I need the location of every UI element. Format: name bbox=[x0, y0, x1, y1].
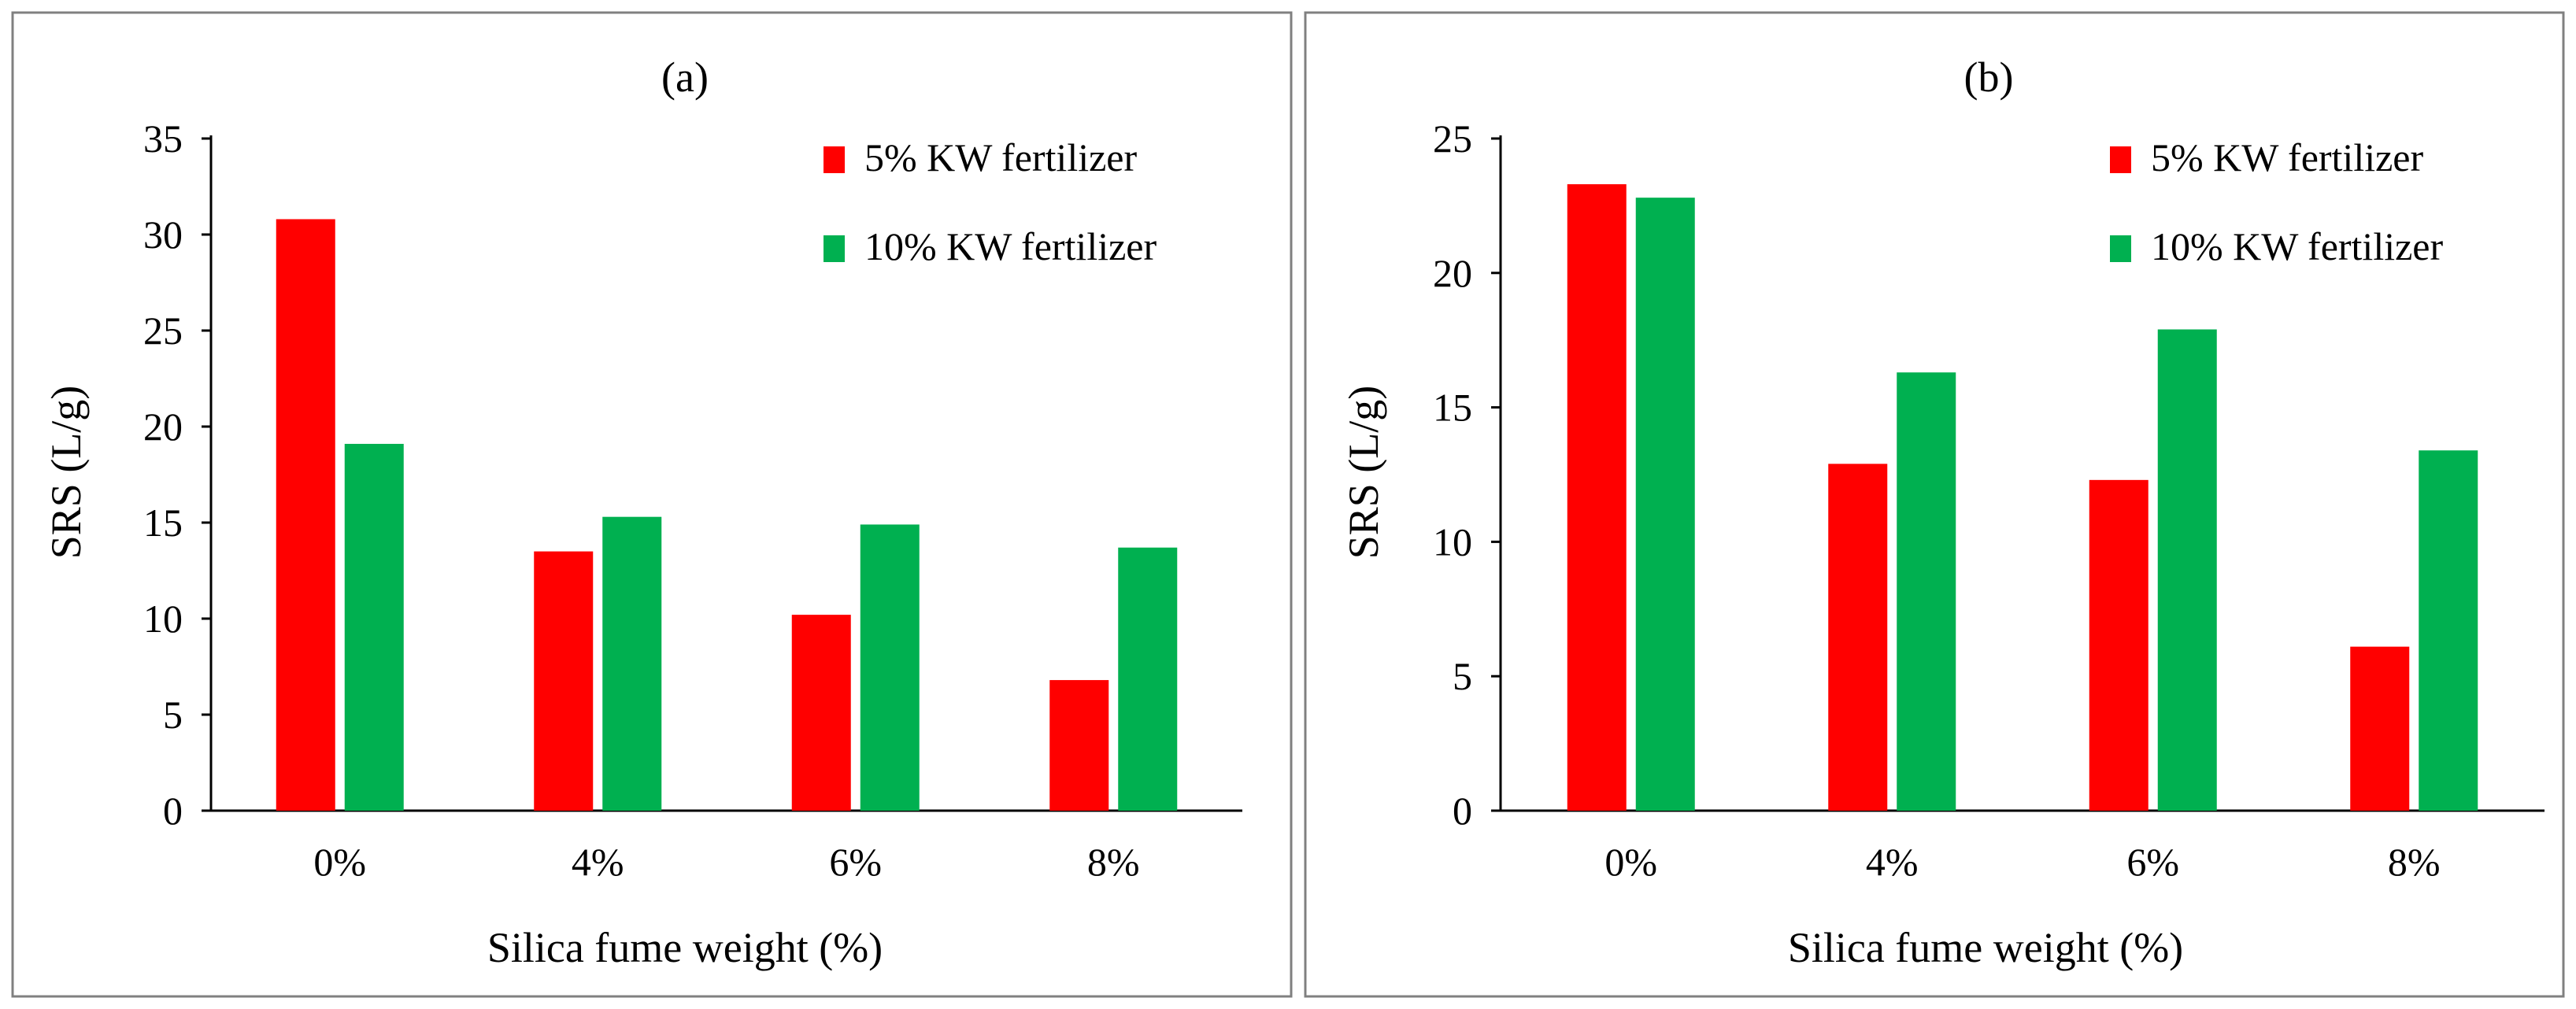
legend-label: 10% KW fertilizer bbox=[864, 224, 1157, 268]
legend-label: 5% KW fertilizer bbox=[2151, 135, 2423, 179]
bar-series1-0pct bbox=[276, 219, 335, 811]
bar-series2-4pct bbox=[602, 516, 662, 811]
bar-series1-6pct bbox=[2089, 479, 2149, 811]
x-tick-label: 0% bbox=[1604, 840, 1657, 884]
y-tick-label: 10 bbox=[1433, 519, 1472, 564]
bar-series2-8pct bbox=[2419, 450, 2478, 811]
y-tick-label: 35 bbox=[143, 116, 183, 161]
y-tick-label: 5 bbox=[163, 693, 183, 737]
bar-series2-6pct bbox=[2157, 329, 2217, 811]
y-tick-label: 20 bbox=[1433, 251, 1472, 295]
bar-series1-4pct bbox=[534, 551, 594, 811]
x-tick-label: 6% bbox=[829, 840, 882, 884]
legend: 5% KW fertilizer 10% KW fertilizer bbox=[824, 135, 1157, 268]
x-axis-title: Silica fume weight (%) bbox=[1788, 924, 2183, 971]
y-tick-label: 20 bbox=[143, 405, 183, 449]
y-tick-label: 5 bbox=[1453, 654, 1472, 698]
y-axis-title: SRS (L/g) bbox=[43, 386, 90, 560]
y-tick-label: 15 bbox=[1433, 386, 1472, 430]
bar-series2-4pct bbox=[1897, 372, 1956, 811]
y-tick-label: 0 bbox=[1453, 789, 1472, 833]
bar-series1-4pct bbox=[1828, 464, 1888, 811]
y-tick-label: 15 bbox=[143, 501, 183, 545]
legend-swatch bbox=[2110, 235, 2131, 262]
bar-series1-8pct bbox=[1049, 680, 1109, 811]
x-tick-label: 8% bbox=[1087, 840, 1140, 884]
bar-series1-0pct bbox=[1567, 184, 1627, 811]
legend-swatch bbox=[824, 146, 845, 173]
chart-title: (a) bbox=[661, 54, 709, 101]
y-tick-label: 25 bbox=[143, 309, 183, 353]
x-tick-label: 4% bbox=[572, 840, 624, 884]
bar-series1-6pct bbox=[791, 615, 851, 811]
x-tick-label: 0% bbox=[313, 840, 366, 884]
chart-panel-b: (b) 0 5 10 15 20 25 0% 4% 6% 8% SRS (L/g) Silica fum… bbox=[1304, 11, 2565, 998]
y-tick-label: 10 bbox=[143, 597, 183, 641]
legend-swatch bbox=[2110, 146, 2131, 173]
legend: 5% KW fertilizer 10% KW fertilizer bbox=[2110, 135, 2443, 268]
legend-label: 10% KW fertilizer bbox=[2151, 224, 2443, 268]
bar-series1-8pct bbox=[2350, 646, 2410, 811]
y-axis-title: SRS (L/g) bbox=[1340, 386, 1387, 560]
legend-swatch bbox=[824, 235, 845, 262]
chart-panel-a: (a) 0 5 10 15 20 25 30 35 0% 4% 6% 8% SRS (L/g) Silica… bbox=[11, 11, 1293, 998]
chart-title: (b) bbox=[1964, 54, 2014, 101]
bar-series2-0pct bbox=[1635, 198, 1695, 811]
y-tick-label: 25 bbox=[1433, 116, 1472, 161]
x-tick-label: 8% bbox=[2388, 840, 2441, 884]
x-tick-label: 6% bbox=[2126, 840, 2179, 884]
x-tick-label: 4% bbox=[1866, 840, 1919, 884]
bar-series2-8pct bbox=[1118, 547, 1178, 811]
legend-label: 5% KW fertilizer bbox=[864, 135, 1137, 179]
y-tick-label: 30 bbox=[143, 213, 183, 257]
panel-frame-a bbox=[11, 11, 1293, 998]
x-axis-title: Silica fume weight (%) bbox=[487, 924, 883, 971]
y-tick-label: 0 bbox=[163, 789, 183, 833]
bar-series2-6pct bbox=[860, 524, 920, 811]
bar-series2-0pct bbox=[344, 443, 404, 811]
